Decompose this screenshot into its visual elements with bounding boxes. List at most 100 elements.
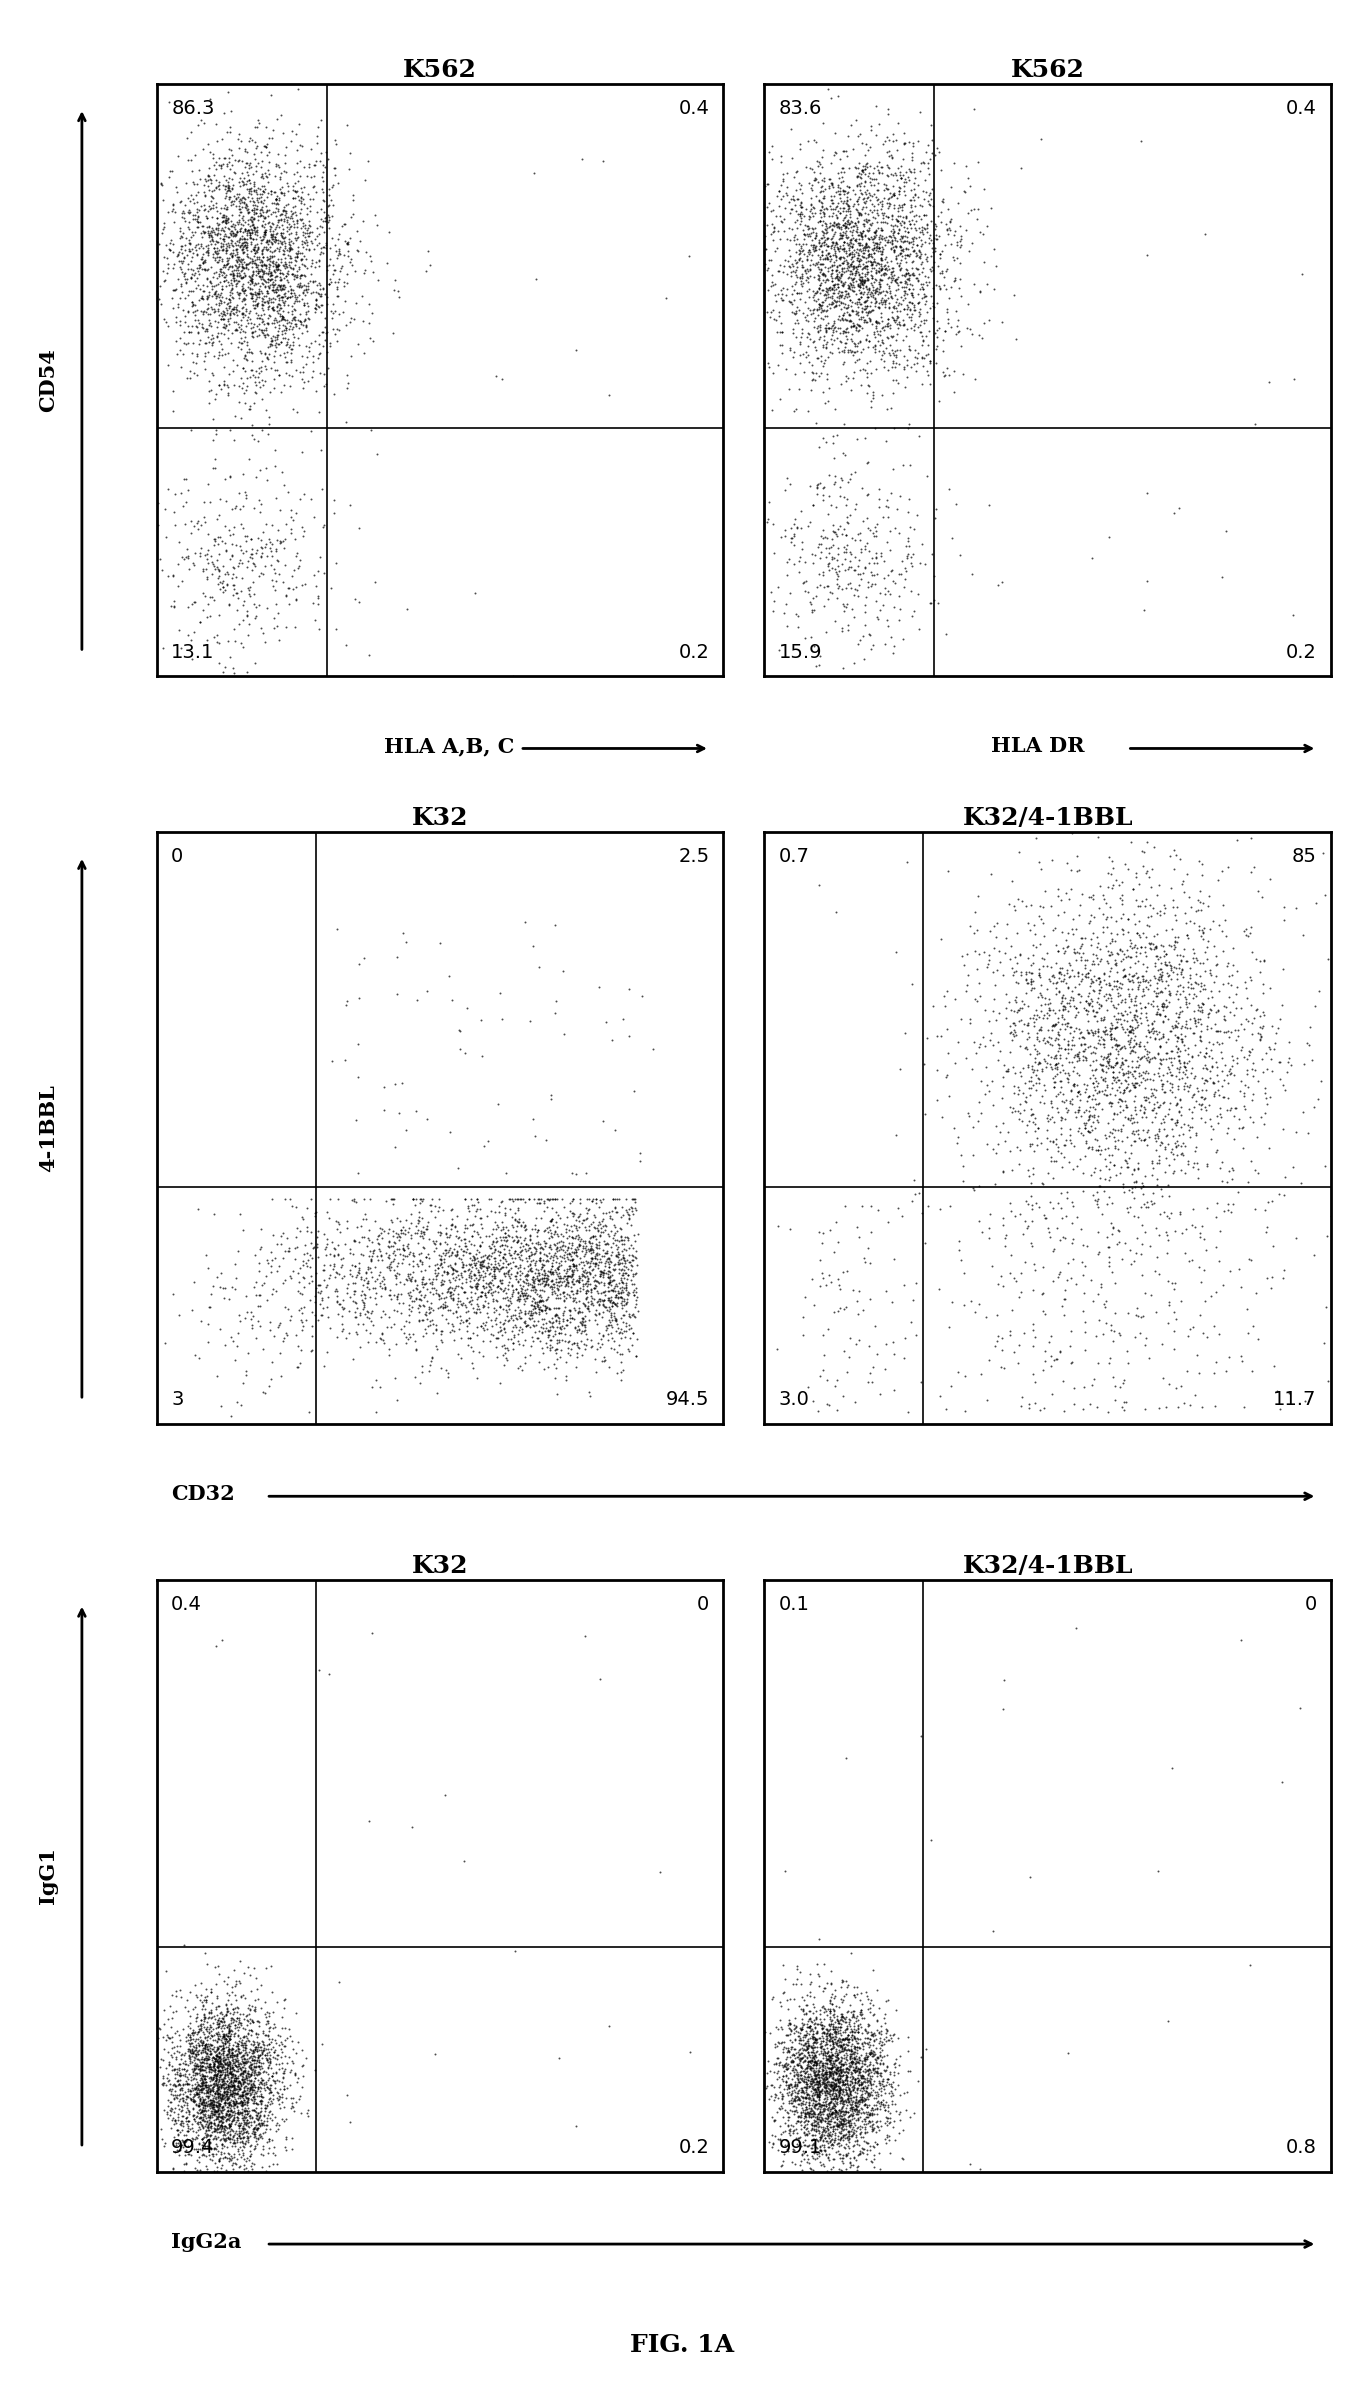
Point	[192, 2124, 214, 2162]
Point	[900, 346, 921, 385]
Point	[205, 2078, 227, 2116]
Point	[289, 541, 311, 580]
Point	[556, 1260, 577, 1299]
Point	[221, 2054, 243, 2092]
Point	[465, 1267, 487, 1306]
Point	[176, 587, 198, 625]
Point	[826, 2047, 848, 2085]
Point	[1183, 1145, 1205, 1183]
Point	[887, 202, 909, 240]
Point	[205, 253, 227, 291]
Point	[530, 1282, 551, 1320]
Point	[617, 1272, 639, 1311]
Point	[799, 2097, 820, 2136]
Point	[834, 404, 856, 443]
Point	[444, 1229, 465, 1267]
Point	[194, 2066, 216, 2104]
Point	[864, 507, 886, 546]
Point	[807, 2068, 829, 2107]
Point	[1189, 871, 1211, 909]
Point	[876, 118, 898, 156]
Point	[1117, 1046, 1138, 1085]
Point	[203, 2152, 225, 2191]
Point	[1029, 1008, 1051, 1046]
Point	[248, 2054, 270, 2092]
Point	[269, 2104, 291, 2143]
Point	[339, 1251, 360, 1289]
Point	[470, 1198, 491, 1236]
Point	[849, 154, 871, 192]
Point	[801, 1380, 823, 1419]
Point	[818, 2114, 839, 2152]
Point	[1059, 1258, 1081, 1296]
Point	[199, 2092, 221, 2131]
Point	[1167, 1070, 1189, 1109]
Point	[1026, 1058, 1048, 1097]
Point	[1208, 1025, 1230, 1063]
Point	[835, 325, 857, 363]
Point	[1186, 1070, 1208, 1109]
Point	[270, 168, 292, 207]
Point	[819, 2121, 841, 2160]
Point	[912, 322, 934, 361]
Point	[218, 587, 240, 625]
Point	[857, 195, 879, 233]
Point	[254, 214, 276, 253]
Point	[885, 332, 906, 370]
Point	[213, 212, 235, 250]
Point	[216, 2008, 238, 2047]
Point	[238, 123, 259, 161]
Point	[192, 2068, 214, 2107]
Point	[246, 286, 268, 325]
Point	[781, 2030, 803, 2068]
Point	[1112, 950, 1134, 988]
Point	[263, 173, 285, 212]
Point	[165, 2066, 187, 2104]
Point	[179, 2018, 201, 2056]
Point	[878, 2092, 900, 2131]
Point	[831, 613, 853, 652]
Point	[789, 260, 811, 298]
Point	[471, 1272, 493, 1311]
Point	[916, 212, 938, 250]
Point	[382, 1186, 404, 1224]
Point	[239, 2037, 261, 2076]
Point	[841, 2063, 863, 2102]
Point	[838, 2114, 860, 2152]
Point	[364, 1248, 386, 1287]
Point	[258, 1366, 280, 1405]
Point	[255, 253, 277, 291]
Point	[1149, 996, 1171, 1034]
Point	[210, 2119, 232, 2157]
Point	[808, 320, 830, 358]
Point	[512, 1202, 534, 1241]
Point	[928, 1270, 950, 1308]
Point	[856, 2136, 878, 2174]
Point	[1021, 1202, 1043, 1241]
Point	[1107, 1027, 1129, 1065]
Point	[803, 2088, 824, 2126]
Point	[207, 2085, 229, 2124]
Point	[315, 366, 337, 404]
Point	[1006, 993, 1028, 1032]
Point	[179, 2030, 201, 2068]
Point	[440, 1210, 461, 1248]
Point	[863, 2013, 885, 2051]
Point	[242, 2078, 263, 2116]
Point	[790, 188, 812, 226]
Point	[1213, 899, 1235, 938]
Point	[240, 2071, 262, 2109]
Point	[255, 308, 277, 346]
Point	[902, 279, 924, 317]
Point	[232, 224, 254, 262]
Point	[819, 1984, 841, 2023]
Point	[495, 1253, 517, 1291]
Point	[1160, 1133, 1182, 1171]
Point	[460, 1205, 482, 1243]
Point	[1173, 1025, 1194, 1063]
Point	[1196, 1061, 1218, 1099]
Point	[1223, 1056, 1245, 1094]
Point	[778, 539, 800, 577]
Point	[1006, 320, 1028, 358]
Point	[218, 2138, 240, 2177]
